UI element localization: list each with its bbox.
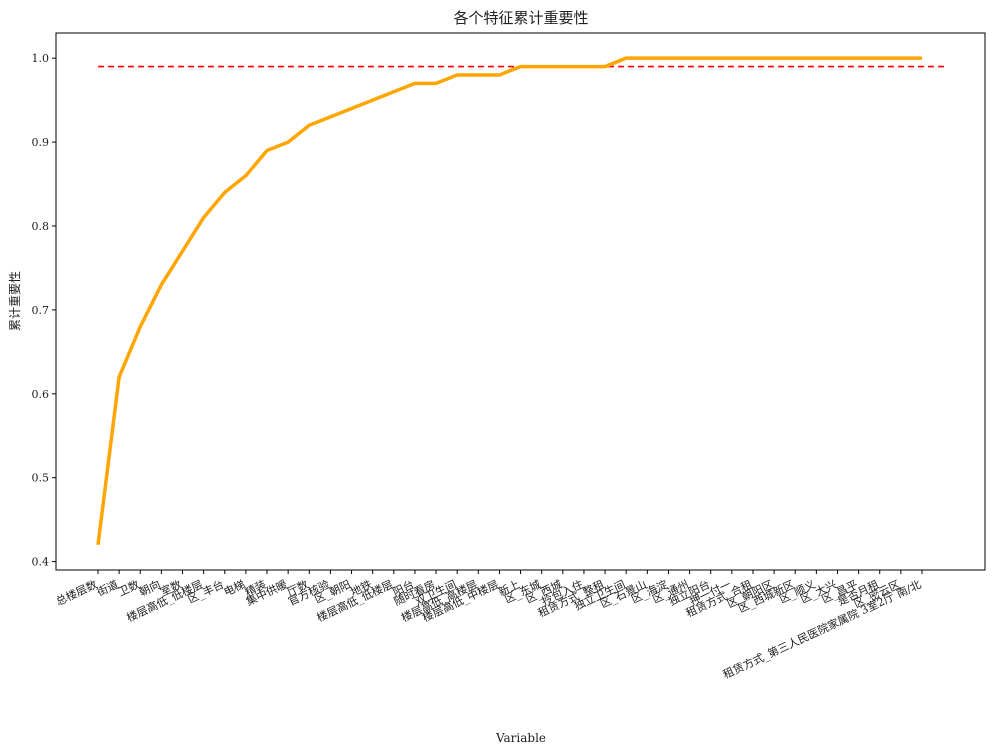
x-tick-label: 集中供暖 xyxy=(244,577,290,608)
x-axis: 总楼层数街道卫数朝向室数楼层高低_低楼层区_丰台电梯精装集中供暖厅数官方核验区_… xyxy=(53,570,923,682)
plot-area-frame xyxy=(55,32,986,571)
chart-title: 各个特征累计重要性 xyxy=(453,9,588,27)
y-tick-label: 1.0 xyxy=(32,52,50,65)
y-tick-label: 0.9 xyxy=(32,136,50,149)
y-axis-title: 累计重要性 xyxy=(8,271,22,331)
x-tick-label: 总楼层数 xyxy=(53,577,99,608)
y-tick-label: 0.6 xyxy=(32,388,50,401)
y-axis: 0.4 0.5 0.6 0.7 0.8 0.9 1.0 xyxy=(32,52,56,569)
x-axis-title: Variable xyxy=(495,731,546,745)
y-tick-label: 0.8 xyxy=(32,220,50,233)
y-tick-label: 0.7 xyxy=(32,304,50,317)
y-tick-label: 0.4 xyxy=(32,556,50,569)
cumulative-importance-line xyxy=(96,56,922,546)
y-tick-label: 0.5 xyxy=(32,472,50,485)
